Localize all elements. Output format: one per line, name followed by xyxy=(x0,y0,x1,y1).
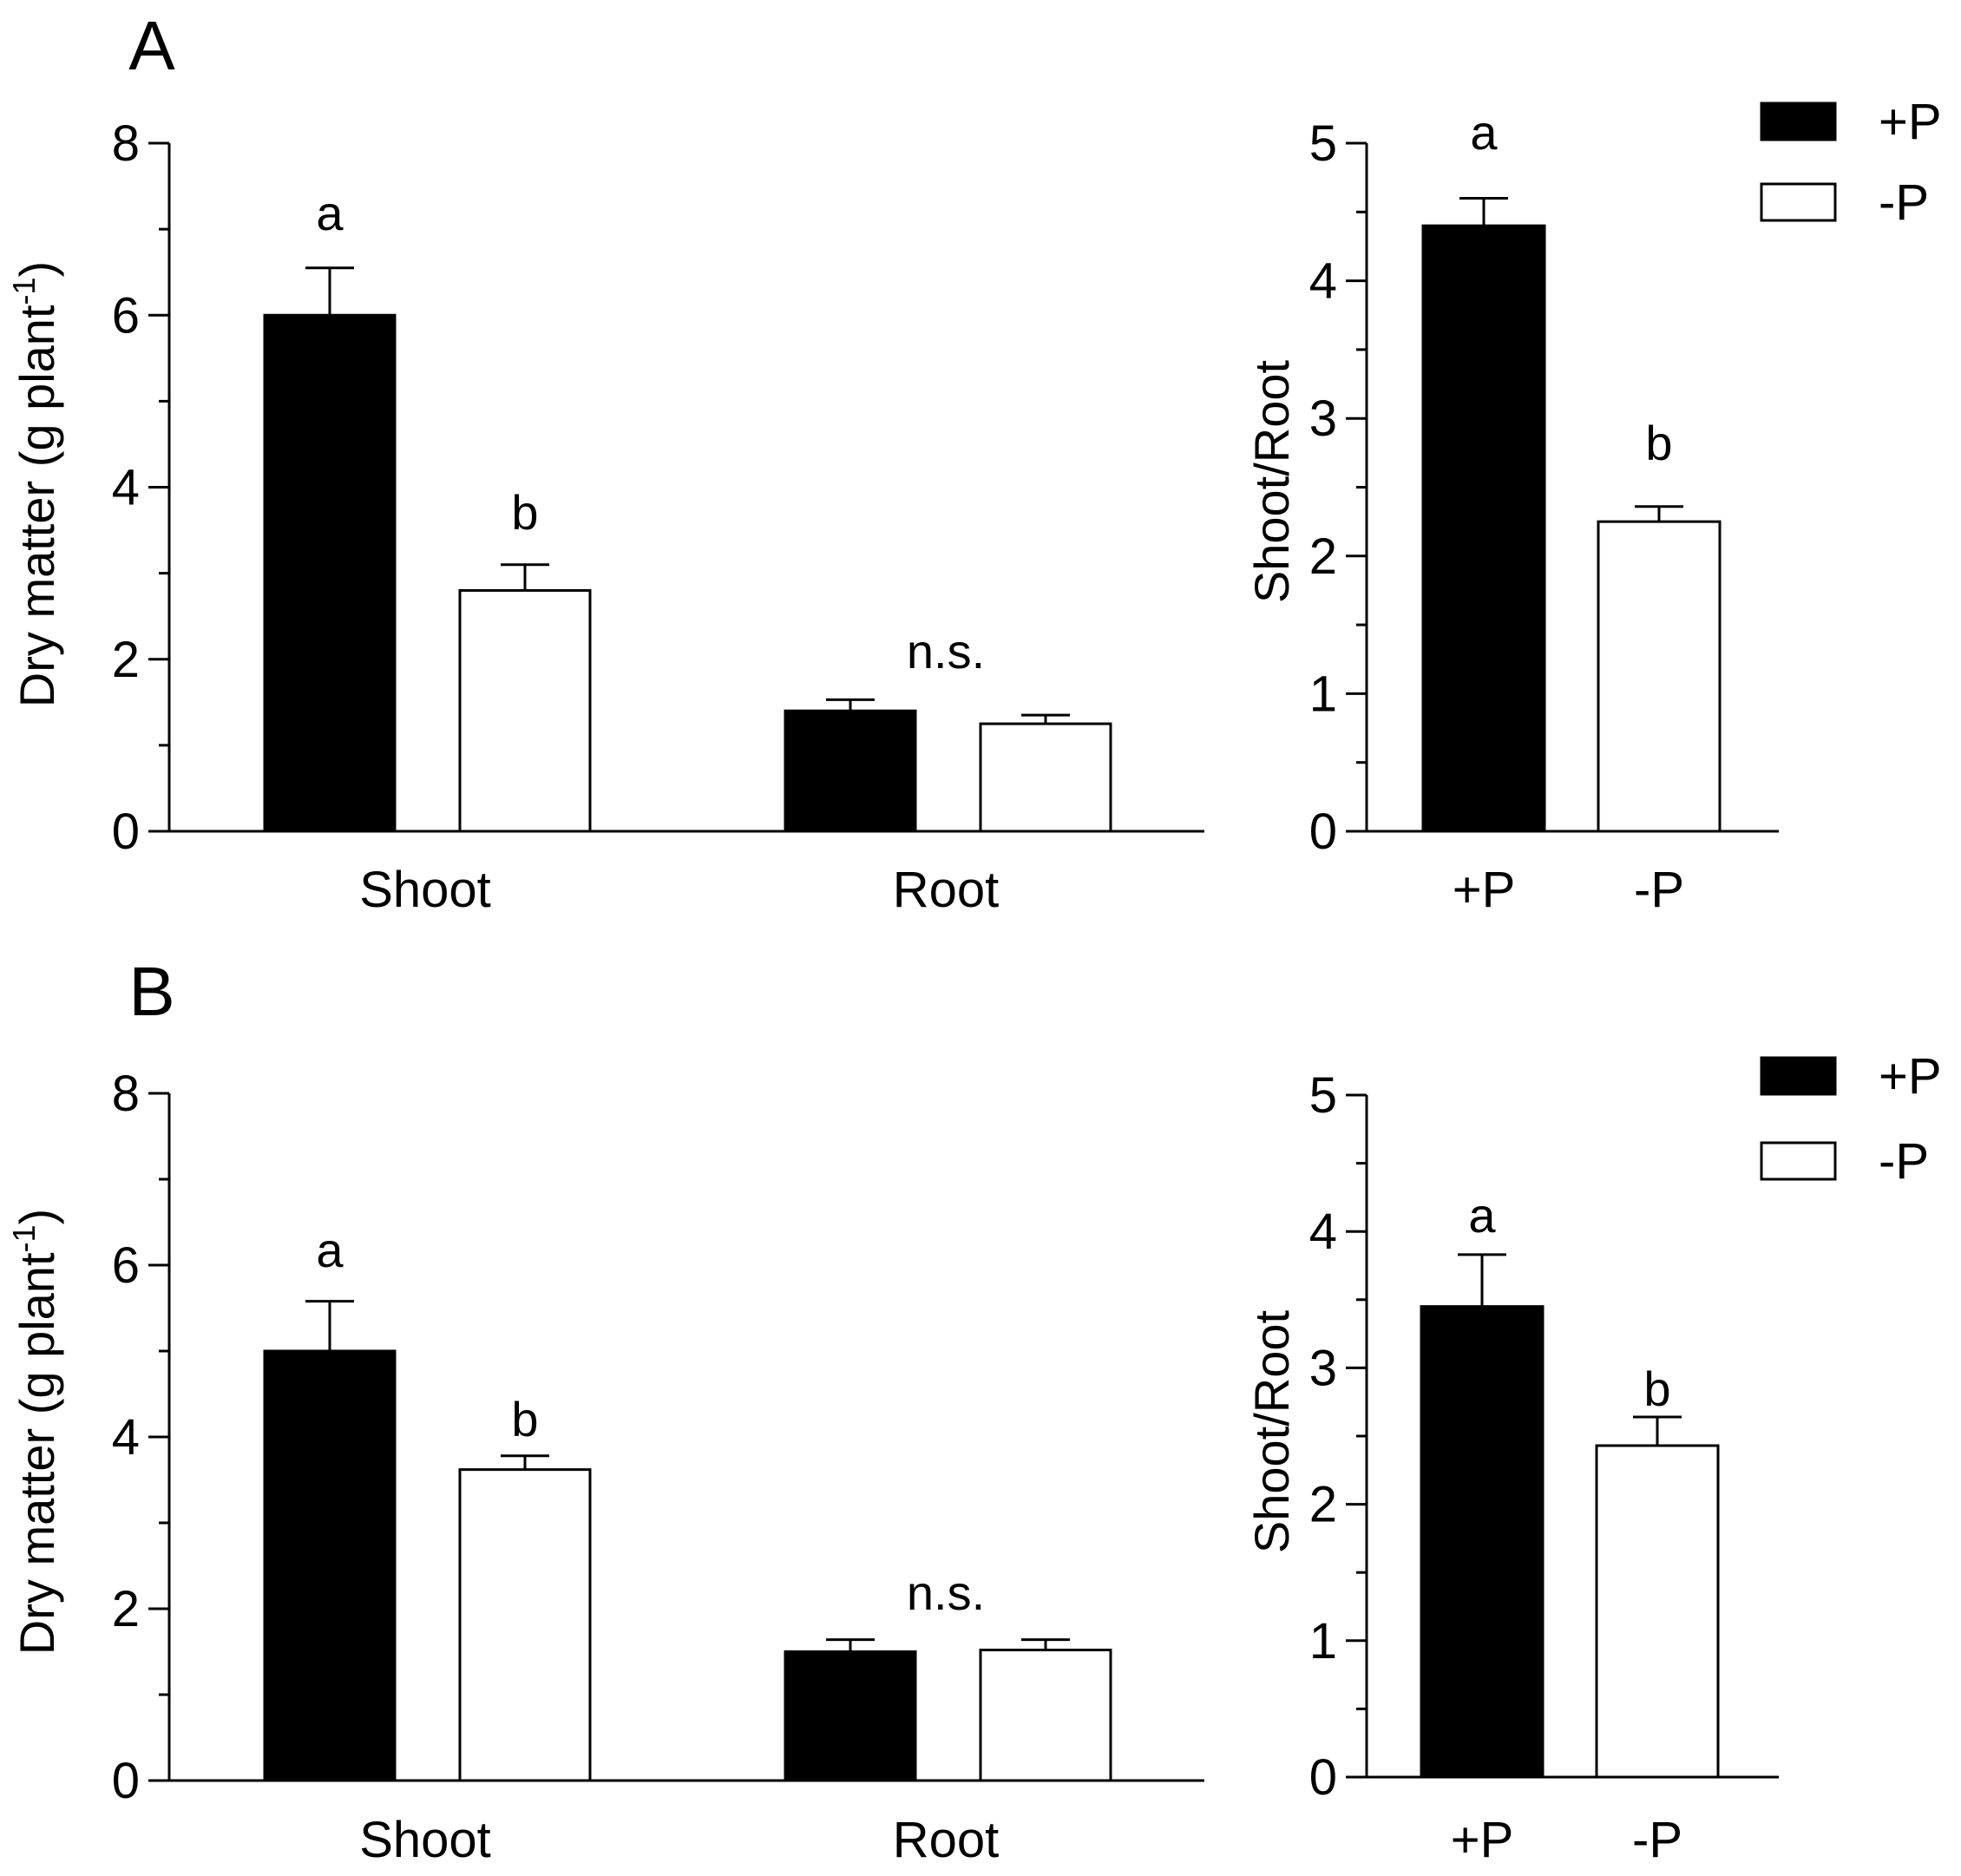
x-category-label: Root xyxy=(893,862,1000,918)
x-category-label: -P xyxy=(1634,862,1684,918)
y-tick-label: 5 xyxy=(1309,1067,1337,1124)
y-tick-label: 5 xyxy=(1309,115,1337,172)
legend-label-minus-p: -P xyxy=(1879,174,1929,231)
y-tick-label: 2 xyxy=(1309,528,1337,585)
x-category-label: Shoot xyxy=(359,862,491,918)
y-tick-label: 8 xyxy=(112,115,140,172)
significance-label: b xyxy=(1645,416,1672,470)
y-tick-label: 2 xyxy=(112,632,140,688)
bar-c0-s1 xyxy=(458,588,592,833)
y-axis-label: Dry matter (g plant-1) xyxy=(6,261,64,707)
y-tick-label: 0 xyxy=(1309,804,1337,860)
y-tick-label: 2 xyxy=(1309,1477,1337,1533)
legend-label-plus-p: +P xyxy=(1879,94,1942,150)
y-axis-label-text: Shoot/Root xyxy=(1244,359,1299,603)
y-tick-label: 0 xyxy=(112,1753,140,1809)
bar-c1-s0 xyxy=(1597,520,1722,833)
y-tick-label: 1 xyxy=(1309,666,1337,722)
legend-swatch-minus-p xyxy=(1760,1141,1837,1181)
y-tick-label: 6 xyxy=(112,1237,140,1294)
chart-panel-0: 0 2 4 6 8 Dry matter (g plant-1) A Shoot Root a b n… xyxy=(6,7,1204,918)
y-tick-label: 4 xyxy=(112,1409,140,1466)
chart-panel-3: 0 1 2 3 4 5 Shoot/Root +P -P a b +P -P xyxy=(1244,1048,1942,1868)
x-category-label: Shoot xyxy=(359,1812,491,1868)
y-axis-label: Shoot/Root xyxy=(1244,359,1299,603)
significance-label: b xyxy=(1643,1361,1670,1416)
significance-label: b xyxy=(511,485,538,540)
bar-c1-s1 xyxy=(979,722,1112,833)
significance-label: b xyxy=(511,1392,538,1446)
bar-c0-s0 xyxy=(263,313,397,833)
x-category-label: -P xyxy=(1632,1812,1682,1868)
panel-label: A xyxy=(128,7,175,84)
significance-label: n.s. xyxy=(907,1565,985,1620)
legend: +P -P xyxy=(1760,1048,1942,1190)
y-tick-label: 4 xyxy=(112,460,140,516)
significance-label: n.s. xyxy=(907,624,985,679)
y-axis-label-text: Dry matter (g plant xyxy=(10,1252,64,1655)
significance-label: a xyxy=(1468,1188,1496,1243)
y-tick-label: 0 xyxy=(112,804,140,860)
bar-c1-s1 xyxy=(979,1649,1112,1782)
chart-panel-1: 0 1 2 3 4 5 Shoot/Root +P -P a b +P -P xyxy=(1244,94,1942,918)
y-tick-label: 3 xyxy=(1309,1340,1337,1396)
bar-c1-s0 xyxy=(784,1650,917,1782)
y-tick-label: 0 xyxy=(1309,1749,1337,1806)
y-tick-label: 6 xyxy=(112,287,140,344)
chart-panel-2: 0 2 4 6 8 Dry matter (g plant-1) B Shoot Root a b n… xyxy=(6,953,1204,1868)
significance-label: a xyxy=(316,1223,344,1277)
y-tick-label: 8 xyxy=(112,1066,140,1122)
legend-swatch-minus-p xyxy=(1760,182,1837,222)
y-tick-label: 4 xyxy=(1309,1204,1337,1260)
legend: +P -P xyxy=(1760,94,1942,231)
legend-swatch-plus-p xyxy=(1760,1056,1837,1096)
x-category-label: Root xyxy=(893,1812,1000,1868)
y-tick-label: 4 xyxy=(1309,253,1337,310)
bar-c0-s1 xyxy=(458,1468,592,1782)
y-axis-label-superscript: -1 xyxy=(6,277,42,305)
y-axis-label-text: Shoot/Root xyxy=(1244,1309,1299,1553)
bar-c1-s0 xyxy=(1595,1444,1720,1779)
legend-swatch-plus-p xyxy=(1760,102,1837,141)
panel-label: B xyxy=(128,953,174,1030)
y-axis-label-superscript: -1 xyxy=(6,1224,42,1252)
bar-c0-s0 xyxy=(1421,224,1546,833)
x-category-label: +P xyxy=(1451,1812,1514,1868)
y-tick-label: 1 xyxy=(1309,1613,1337,1669)
significance-label: a xyxy=(1470,105,1498,160)
y-axis-label-text: Dry matter (g plant xyxy=(10,305,64,707)
legend-label-minus-p: -P xyxy=(1879,1133,1929,1190)
bar-c0-s0 xyxy=(1420,1305,1545,1779)
legend-label-plus-p: +P xyxy=(1879,1048,1942,1105)
x-category-label: +P xyxy=(1453,862,1516,918)
bar-c1-s0 xyxy=(784,709,917,833)
y-tick-label: 2 xyxy=(112,1581,140,1637)
y-axis-label-close: ) xyxy=(10,261,64,278)
significance-label: a xyxy=(316,186,344,240)
y-axis-label-close: ) xyxy=(10,1209,64,1225)
y-axis-label: Dry matter (g plant-1) xyxy=(6,1209,64,1655)
bar-c0-s0 xyxy=(263,1349,397,1782)
y-axis-label: Shoot/Root xyxy=(1244,1309,1299,1553)
y-tick-label: 3 xyxy=(1309,390,1337,447)
